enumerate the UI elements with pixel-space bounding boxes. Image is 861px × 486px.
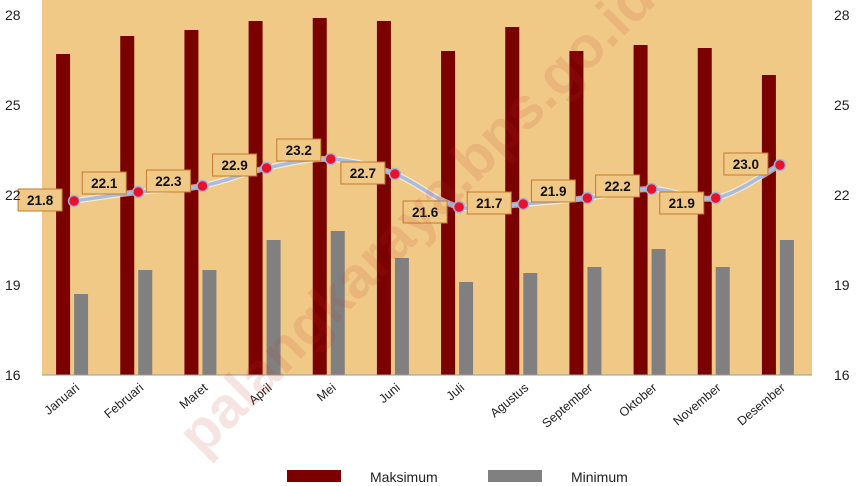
bar-minimum-juli: [459, 282, 474, 375]
x-tick-juli: Juli: [444, 381, 467, 404]
x-tick-agustus: Agustus: [488, 381, 532, 421]
data-label-box-mei: [276, 138, 322, 162]
bar-maksimum-september: [569, 51, 584, 375]
data-label-box-september: [530, 179, 576, 203]
x-tick-desember: Desember: [735, 381, 788, 429]
line-point-november: [709, 191, 722, 205]
y-tick-right: 25: [834, 97, 850, 113]
line-point-maret: [196, 179, 209, 193]
bar-maksimum-mei: [312, 18, 327, 375]
data-label-september: 21.9: [540, 184, 566, 199]
data-label-april: 22.9: [221, 158, 247, 173]
line-point-mei: [324, 152, 337, 166]
bar-maksimum-juni: [376, 21, 391, 375]
right-y-axis: 16 19 22 25 28: [834, 7, 850, 383]
bar-minimum-maret: [202, 270, 217, 375]
left-y-axis: 16 19 22 25 28: [5, 7, 21, 383]
bar-minimum-juni: [394, 258, 409, 375]
data-labels-group: 21.8 22.1 22.3 22.9 23.2 22.7 21.6 21.7 21.9 22.2…: [17, 138, 769, 224]
data-label-juni: 22.7: [350, 166, 376, 181]
bar-maksimum-november: [697, 48, 712, 375]
bar-minimum-mei: [330, 231, 345, 375]
line-point-februari: [132, 185, 145, 199]
bar-maksimum-juli: [441, 51, 456, 375]
y-tick-left: 25: [5, 97, 21, 113]
line-point-agustus: [517, 197, 530, 211]
x-tick-februari: Februari: [102, 381, 147, 422]
y-tick-left: 16: [5, 367, 21, 383]
y-tick-right: 22: [834, 187, 850, 203]
bar-minimum-september: [587, 267, 602, 375]
line-point-juli: [452, 200, 466, 214]
line-point-januari: [67, 194, 81, 208]
data-label-box-april: [212, 153, 258, 177]
bar-minimum-november: [715, 267, 730, 375]
legend: Maksimum Minimum: [287, 469, 628, 485]
data-label-januari: 21.8: [27, 193, 54, 208]
bar-maksimum-agustus: [505, 27, 520, 375]
y-tick-right: 28: [834, 7, 850, 23]
bar-minimum-agustus: [523, 273, 538, 375]
data-label-juli: 21.6: [412, 205, 439, 220]
x-tick-juni: Juni: [376, 381, 403, 406]
bars-group: [56, 18, 794, 375]
data-label-box-maret: [145, 169, 191, 193]
x-tick-september: September: [539, 381, 595, 431]
data-label-box-november: [659, 191, 705, 215]
data-label-maret: 22.3: [155, 174, 182, 189]
bar-minimum-februari: [138, 270, 153, 375]
data-label-box-desember: [723, 152, 769, 176]
bar-minimum-desember: [779, 240, 794, 375]
bar-minimum-oktober: [651, 249, 666, 375]
data-label-februari: 22.1: [91, 176, 118, 191]
line-point-april: [260, 161, 273, 175]
y-tick-left: 19: [5, 277, 21, 293]
data-label-mei: 23.2: [286, 143, 312, 158]
bar-maksimum-april: [248, 21, 263, 375]
data-label-box-februari: [81, 171, 127, 195]
line-point-desember: [773, 158, 787, 172]
bar-maksimum-februari: [120, 36, 135, 375]
data-label-box-juli: [402, 200, 448, 224]
data-label-box-oktober: [595, 174, 641, 198]
line-point-september: [581, 191, 594, 205]
data-label-box-agustus: [466, 191, 512, 215]
data-label-oktober: 22.2: [604, 179, 630, 194]
legend-swatch-minimum: [488, 470, 542, 482]
bar-minimum-april: [266, 240, 281, 375]
bar-maksimum-januari: [56, 54, 71, 375]
bar-minimum-januari: [74, 294, 89, 375]
x-tick-november: November: [671, 381, 724, 429]
legend-label-maksimum: Maksimum: [370, 469, 438, 485]
legend-swatch-maksimum: [287, 470, 341, 482]
data-label-desember: 23.0: [733, 157, 759, 172]
data-label-box-juni: [340, 161, 386, 185]
y-tick-left: 28: [5, 7, 21, 23]
y-tick-right: 16: [834, 367, 850, 383]
bar-maksimum-oktober: [633, 45, 648, 375]
x-tick-januari: Januari: [42, 381, 82, 418]
bar-maksimum-desember: [761, 75, 776, 375]
data-label-box-januari: [17, 188, 63, 212]
line-point-juni: [388, 167, 402, 181]
line-point-oktober: [645, 182, 658, 196]
y-tick-right: 19: [834, 277, 850, 293]
x-tick-oktober: Oktober: [616, 381, 659, 420]
data-label-november: 21.9: [669, 196, 695, 211]
x-axis: Januari Februari Maret April Mei Juni Juli Agus…: [42, 374, 812, 431]
bar-maksimum-maret: [184, 30, 199, 375]
y-tick-left: 22: [5, 187, 21, 203]
data-label-agustus: 21.7: [476, 196, 502, 211]
line-group: [67, 152, 787, 214]
x-tick-mei: Mei: [314, 381, 338, 405]
legend-label-minimum: Minimum: [571, 469, 628, 485]
